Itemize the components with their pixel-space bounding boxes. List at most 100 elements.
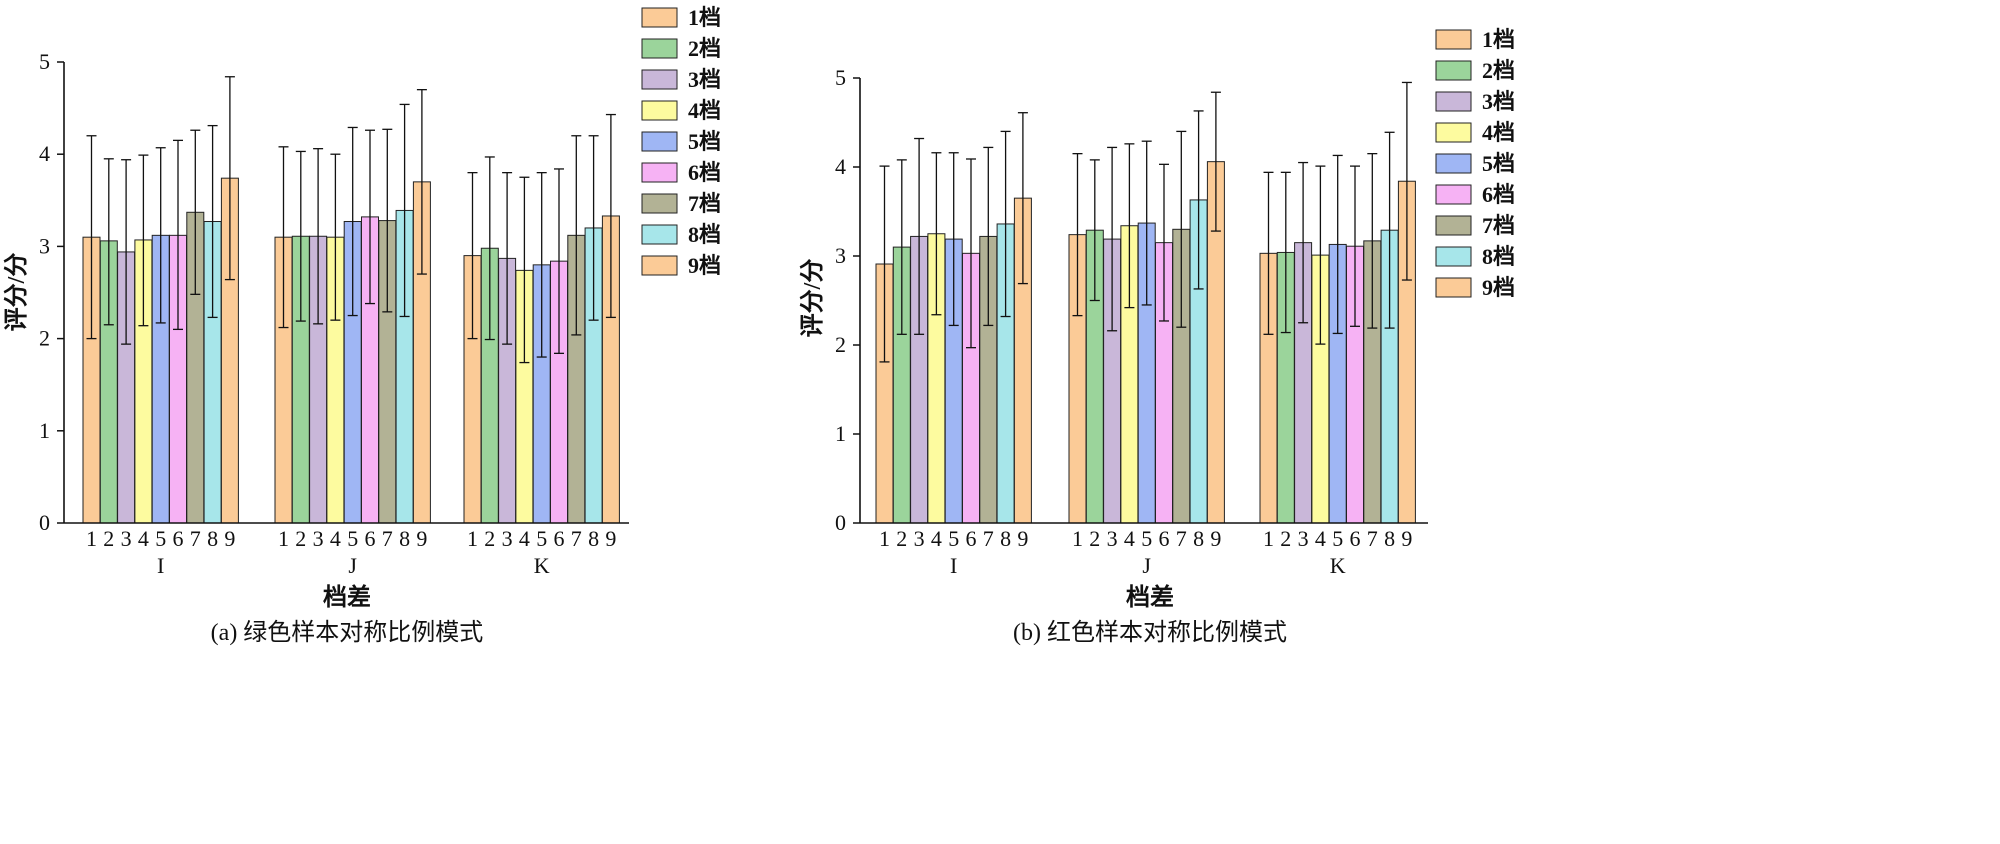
x-tick-label: 6 bbox=[365, 526, 376, 551]
x-tick-label: 9 bbox=[605, 526, 616, 551]
legend-label-1: 1档 bbox=[688, 5, 721, 30]
legend-label-2: 2档 bbox=[1482, 58, 1515, 83]
y-tick-label: 0 bbox=[39, 510, 50, 535]
x-tick-label: 8 bbox=[1000, 526, 1011, 551]
x-tick-label: 4 bbox=[138, 526, 149, 551]
legend-label-7: 7档 bbox=[1482, 213, 1515, 238]
group-label-J: J bbox=[348, 553, 357, 578]
x-tick-label: 8 bbox=[588, 526, 599, 551]
legend-label-6: 6档 bbox=[1482, 182, 1515, 207]
x-tick-label: 9 bbox=[1017, 526, 1028, 551]
x-tick-label: 7 bbox=[571, 526, 582, 551]
legend-label-9: 9档 bbox=[688, 253, 721, 278]
x-tick-label: 3 bbox=[121, 526, 132, 551]
x-tick-label: 6 bbox=[554, 526, 565, 551]
x-tick-label: 8 bbox=[1384, 526, 1395, 551]
x-tick-label: 5 bbox=[1332, 526, 1343, 551]
x-tick-label: 9 bbox=[416, 526, 427, 551]
figure-caption: (a) 绿色样本对称比例模式 bbox=[211, 619, 484, 646]
legend-label-5: 5档 bbox=[1482, 151, 1515, 176]
group-label-I: I bbox=[950, 553, 957, 578]
legend-label-9: 9档 bbox=[1482, 275, 1515, 300]
legend-swatch-7 bbox=[641, 193, 678, 214]
legend-label-2: 2档 bbox=[688, 36, 721, 61]
x-tick-label: 6 bbox=[1350, 526, 1361, 551]
y-tick-label: 1 bbox=[39, 418, 50, 443]
legend-swatch-1 bbox=[641, 7, 678, 28]
y-tick-label: 3 bbox=[39, 233, 50, 258]
legend-label-4: 4档 bbox=[688, 98, 721, 123]
x-tick-label: 3 bbox=[914, 526, 925, 551]
x-tick-label: 2 bbox=[896, 526, 907, 551]
x-tick-label: 4 bbox=[1124, 526, 1135, 551]
y-axis-title: 评分/分 bbox=[3, 253, 30, 332]
x-tick-label: 7 bbox=[190, 526, 201, 551]
x-tick-label: 2 bbox=[1089, 526, 1100, 551]
legend-swatch-8 bbox=[641, 224, 678, 245]
x-tick-label: 8 bbox=[399, 526, 410, 551]
legend-swatch-5 bbox=[1435, 153, 1472, 174]
figure-caption: (b) 红色样本对称比例模式 bbox=[1013, 619, 1287, 646]
x-tick-label: 5 bbox=[1141, 526, 1152, 551]
y-tick-label: 2 bbox=[835, 332, 846, 357]
legend-swatch-6 bbox=[1435, 184, 1472, 205]
x-tick-label: 1 bbox=[86, 526, 97, 551]
x-tick-label: 7 bbox=[983, 526, 994, 551]
x-tick-label: 6 bbox=[173, 526, 184, 551]
x-tick-label: 6 bbox=[1159, 526, 1170, 551]
legend-swatch-3 bbox=[641, 69, 678, 90]
x-tick-label: 1 bbox=[1263, 526, 1274, 551]
x-tick-label: 6 bbox=[966, 526, 977, 551]
x-tick-label: 2 bbox=[484, 526, 495, 551]
legend-swatch-3 bbox=[1435, 91, 1472, 112]
y-tick-label: 0 bbox=[835, 510, 846, 535]
x-tick-label: 9 bbox=[1401, 526, 1412, 551]
group-label-I: I bbox=[157, 553, 164, 578]
legend-swatch-8 bbox=[1435, 246, 1472, 267]
x-tick-label: 2 bbox=[1280, 526, 1291, 551]
legend-label-3: 3档 bbox=[1482, 89, 1515, 114]
x-tick-label: 5 bbox=[948, 526, 959, 551]
x-tick-label: 3 bbox=[1298, 526, 1309, 551]
y-tick-label: 4 bbox=[835, 154, 846, 179]
legend-label-8: 8档 bbox=[688, 222, 721, 247]
legend-label-8: 8档 bbox=[1482, 244, 1515, 269]
x-tick-label: 3 bbox=[502, 526, 513, 551]
x-tick-label: 5 bbox=[155, 526, 166, 551]
x-tick-label: 3 bbox=[313, 526, 324, 551]
x-tick-label: 5 bbox=[347, 526, 358, 551]
legend-swatch-1 bbox=[1435, 29, 1472, 50]
legend-label-1: 1档 bbox=[1482, 27, 1515, 52]
x-tick-label: 8 bbox=[1193, 526, 1204, 551]
y-tick-label: 3 bbox=[835, 243, 846, 268]
group-label-J: J bbox=[1142, 553, 1151, 578]
x-tick-label: 7 bbox=[1176, 526, 1187, 551]
legend-swatch-9 bbox=[641, 255, 678, 276]
legend-label-3: 3档 bbox=[688, 67, 721, 92]
legend-swatch-4 bbox=[1435, 122, 1472, 143]
legend-swatch-2 bbox=[641, 38, 678, 59]
group-label-K: K bbox=[1330, 553, 1346, 578]
x-tick-label: 1 bbox=[467, 526, 478, 551]
legend-label-4: 4档 bbox=[1482, 120, 1515, 145]
x-tick-label: 2 bbox=[295, 526, 306, 551]
x-tick-label: 4 bbox=[1315, 526, 1326, 551]
legend-label-6: 6档 bbox=[688, 160, 721, 185]
legend-swatch-5 bbox=[641, 131, 678, 152]
y-tick-label: 5 bbox=[835, 65, 846, 90]
group-label-K: K bbox=[534, 553, 550, 578]
legend-label-5: 5档 bbox=[688, 129, 721, 154]
x-tick-label: 2 bbox=[103, 526, 114, 551]
x-tick-label: 7 bbox=[1367, 526, 1378, 551]
x-tick-label: 9 bbox=[224, 526, 235, 551]
legend-swatch-4 bbox=[641, 100, 678, 121]
x-tick-label: 3 bbox=[1107, 526, 1118, 551]
x-tick-label: 1 bbox=[1072, 526, 1083, 551]
x-tick-label: 8 bbox=[207, 526, 218, 551]
legend-swatch-6 bbox=[641, 162, 678, 183]
x-axis-title: 档差 bbox=[1126, 583, 1174, 611]
x-tick-label: 5 bbox=[536, 526, 547, 551]
y-tick-label: 2 bbox=[39, 326, 50, 351]
y-tick-label: 5 bbox=[39, 49, 50, 74]
